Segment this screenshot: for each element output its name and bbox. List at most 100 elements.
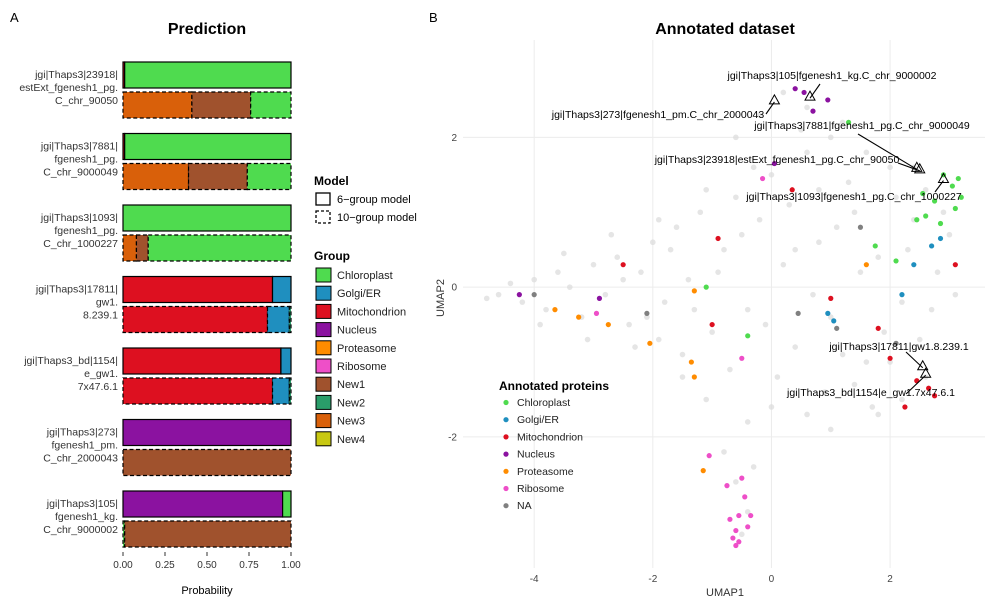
legend-dot-mitochondrion [503, 434, 509, 440]
background-point [905, 246, 911, 253]
highlight-triangle-icon [916, 359, 929, 371]
background-point [584, 336, 591, 343]
legend-swatch-golgi-er [315, 285, 332, 301]
panel-a-tag: A [10, 10, 19, 25]
bar-1-ten-chloroplast [250, 91, 292, 119]
annotation-arrow [809, 83, 821, 99]
protein-label-3: C_chr_1000227 [43, 238, 118, 250]
background-point [733, 134, 739, 141]
background-point [537, 321, 543, 328]
background-point [768, 172, 775, 178]
legend-label-new4: New4 [337, 434, 365, 446]
point-proteasome [700, 468, 706, 474]
legend-dot-ribosome [503, 485, 509, 492]
highlight-triangle-icon [919, 367, 932, 378]
background-point [899, 299, 905, 305]
background-point [679, 374, 686, 380]
background-point [756, 216, 763, 223]
point-nucleus [516, 292, 522, 298]
umap-x-tick-label: 0 [769, 574, 775, 585]
group-legend: Group Chloroplast Golgi/ER Mitochondrion Nu… [314, 249, 406, 447]
background-point [768, 404, 775, 410]
background-point [863, 149, 870, 156]
annotated-legend-label-proteasome: Proteasome [517, 466, 574, 478]
protein-label-2: fgenesh1_pg. [54, 154, 118, 166]
background-point [816, 239, 822, 246]
panel-b-tag: B [429, 10, 438, 25]
point-nucleus [810, 108, 816, 114]
protein-label-6: jgi|Thaps3|273| [46, 427, 118, 439]
highlight-triangle-icon [804, 90, 816, 101]
x-tick-label: 0.00 [113, 560, 133, 571]
highlight-triangle-icon [913, 162, 926, 174]
protein-label-3: fgenesh1_pg. [54, 225, 118, 237]
point-chloroplast [958, 194, 964, 200]
background-point [543, 306, 549, 313]
background-point [851, 381, 858, 388]
point-chloroplast [845, 119, 852, 125]
background-point [780, 89, 787, 96]
point-proteasome [691, 288, 697, 294]
background-point [673, 224, 680, 231]
bar-4-ten-golgi-er [266, 305, 290, 334]
legend-label-new2: New2 [337, 397, 365, 409]
point-chloroplast [955, 175, 961, 182]
model-legend-title: Model [314, 174, 349, 188]
point-proteasome [688, 359, 694, 365]
annotation-label: jgi|Thaps3|273|fgenesh1_pm.C_chr_2000043 [551, 109, 765, 121]
protein-label-3: jgi|Thaps3|1093| [40, 212, 118, 224]
protein-label-5: 7x47.6.1 [78, 381, 118, 393]
point-ribosome [742, 494, 748, 500]
point-na [893, 340, 899, 346]
highlight-triangle-icon [910, 161, 923, 172]
point-chloroplast [893, 258, 899, 264]
x-tick-label: 0.25 [155, 560, 175, 571]
legend-label-ribosome: Ribosome [337, 361, 387, 373]
background-point [804, 411, 810, 418]
background-point [744, 509, 751, 515]
bar-2-ten-chloroplast [246, 162, 292, 191]
point-mitochondrion [875, 325, 881, 331]
background-point [750, 164, 757, 171]
point-proteasome [576, 314, 582, 320]
background-point [561, 250, 567, 257]
point-ribosome [736, 512, 742, 519]
model-legend: Model 6−group model 10−group model [314, 174, 417, 224]
background-point [733, 194, 739, 201]
background-point [810, 291, 816, 298]
point-ribosome [745, 524, 751, 530]
background-point [620, 276, 626, 283]
dashed-box-icon [315, 210, 331, 224]
bar-5-six-golgi-er [280, 347, 292, 375]
x-tick-label: 0.75 [239, 560, 259, 571]
probability-axis: 0.00 0.25 0.50 0.75 1.00 [113, 552, 301, 571]
umap-x-tick-label: -4 [530, 574, 539, 585]
point-golgi-er [911, 262, 917, 268]
protein-label-4: gw1. [96, 297, 118, 309]
background-point [792, 246, 798, 253]
point-ribosome [730, 535, 736, 541]
background-point [881, 329, 887, 335]
point-ribosome [736, 539, 742, 545]
background-point [614, 254, 621, 260]
legend-swatch-new3 [315, 413, 332, 429]
background-point [566, 284, 573, 290]
background-point [667, 246, 674, 253]
background-point [733, 479, 739, 485]
background-point [738, 531, 745, 538]
annotation-label: jgi|Thaps3|1093|fgenesh1_pg.C_chr_100022… [745, 191, 962, 203]
point-proteasome [863, 262, 869, 268]
solid-box-icon [315, 192, 331, 206]
point-chloroplast [923, 213, 929, 219]
protein-label-2: C_chr_9000049 [43, 167, 118, 179]
background-point [602, 291, 609, 298]
legend-swatch-new2 [315, 394, 332, 410]
point-chloroplast [937, 220, 944, 227]
bar-3-ten-chloroplast [147, 234, 292, 262]
legend-label-chloroplast: Chloroplast [337, 270, 393, 282]
legend-label-nucleus: Nucleus [337, 325, 377, 337]
background-point [946, 231, 953, 238]
background-point [839, 351, 846, 358]
prediction-bars [122, 61, 292, 548]
